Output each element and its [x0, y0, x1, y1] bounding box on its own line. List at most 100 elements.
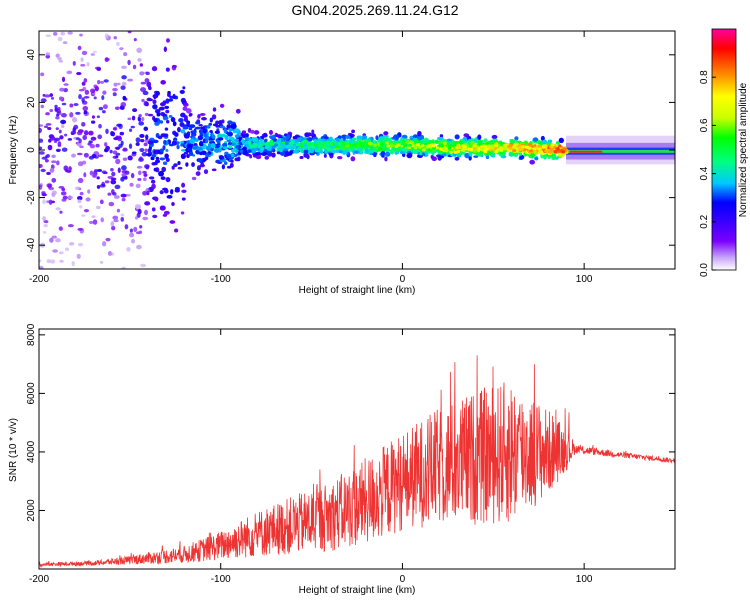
heat-cell — [93, 96, 97, 100]
heat-cell — [64, 247, 69, 252]
heat-cell — [439, 134, 444, 138]
heat-cell — [384, 156, 388, 162]
heat-cell — [56, 149, 61, 152]
heat-cell — [55, 53, 60, 58]
heat-cell — [43, 125, 49, 128]
ridge-cell — [562, 147, 567, 151]
heat-cell — [311, 129, 315, 135]
ridge-cell — [506, 149, 511, 153]
heat-cell — [137, 209, 142, 215]
heat-cell — [129, 228, 133, 233]
heat-cell — [354, 150, 358, 154]
heat-cell — [207, 124, 211, 129]
ridge-cell — [250, 144, 255, 148]
heat-cell — [269, 135, 275, 139]
heat-cell — [182, 86, 186, 90]
heat-cell — [218, 155, 225, 160]
heat-cell — [141, 98, 145, 103]
heat-cell — [39, 127, 43, 134]
heat-cell — [180, 140, 185, 144]
heat-cell — [90, 53, 95, 56]
heat-cell — [84, 89, 90, 95]
heat-cell — [72, 61, 76, 66]
heat-cell — [83, 130, 89, 136]
heat-cell — [123, 52, 128, 57]
ridge-cell — [519, 147, 524, 151]
heat-cell — [140, 81, 147, 85]
heat-cell — [399, 151, 406, 155]
heat-cell — [434, 139, 440, 144]
ridge-cell — [444, 149, 449, 153]
heat-cell — [91, 154, 97, 159]
heat-cell — [228, 136, 235, 141]
ridge-cell — [338, 145, 343, 149]
ridge-cell — [228, 145, 233, 149]
heat-cell — [114, 184, 121, 190]
heat-cell — [181, 182, 186, 188]
heat-cell — [127, 78, 134, 82]
heat-cell — [117, 167, 121, 173]
heat-cell — [356, 135, 363, 140]
heat-cell — [81, 81, 86, 86]
heat-cell — [214, 147, 220, 153]
ridge-cell — [240, 139, 245, 143]
heat-cell — [198, 123, 203, 127]
heat-cell — [153, 149, 160, 155]
heat-cell — [170, 189, 174, 194]
heat-cell — [202, 157, 207, 162]
heat-cell — [184, 133, 190, 139]
heat-cell — [336, 137, 340, 142]
heat-cell — [187, 147, 192, 152]
heat-cell — [477, 134, 482, 140]
heat-cell — [203, 132, 208, 138]
colorbar-tick-label: 0.8 — [699, 70, 710, 84]
ridge-cell — [483, 147, 488, 151]
heat-cell — [514, 136, 519, 141]
heat-cell — [73, 103, 79, 107]
snr-frame — [38, 328, 676, 570]
heat-cell — [180, 143, 184, 147]
ridge-cell — [260, 142, 265, 146]
y-tick-label: 4000 — [26, 440, 37, 463]
heat-cell — [488, 140, 493, 144]
heat-cell — [156, 112, 161, 117]
heat-cell — [229, 162, 234, 168]
heat-cell — [41, 193, 47, 197]
x-tick-label: -100 — [211, 574, 231, 585]
heat-cell — [221, 119, 225, 124]
heat-cell — [55, 238, 61, 243]
ridge-cell — [361, 141, 366, 145]
heat-cell — [79, 191, 84, 196]
heat-cell — [136, 165, 143, 169]
heat-cell — [130, 125, 135, 129]
heat-cell — [283, 137, 288, 141]
heat-cell — [180, 129, 186, 134]
heat-cell — [58, 251, 64, 255]
heat-cell — [478, 140, 482, 145]
snr-panel: -200 -100 0 100 2000 4000 6000 8000 Height of s… — [8, 323, 676, 596]
heat-cell — [77, 227, 83, 231]
heat-cell — [61, 112, 67, 118]
heat-cell — [148, 98, 153, 102]
heat-cell — [176, 144, 180, 150]
heat-cell — [211, 114, 217, 120]
heat-cell — [266, 151, 271, 156]
heat-cell — [94, 85, 99, 92]
ridge-cell — [403, 143, 408, 147]
heat-cell — [145, 71, 150, 76]
heat-cell — [211, 168, 217, 172]
heat-cell — [86, 62, 90, 67]
heat-cell — [164, 105, 169, 109]
heat-cell — [235, 108, 241, 114]
heat-cell — [198, 141, 204, 147]
heat-cell — [77, 177, 84, 184]
heat-cell — [179, 89, 185, 94]
heat-cell — [118, 143, 123, 148]
heat-cell — [144, 148, 148, 153]
heat-cell — [223, 128, 227, 134]
heat-cell — [87, 142, 92, 146]
heat-cell — [70, 132, 75, 135]
heat-cell — [137, 116, 141, 122]
